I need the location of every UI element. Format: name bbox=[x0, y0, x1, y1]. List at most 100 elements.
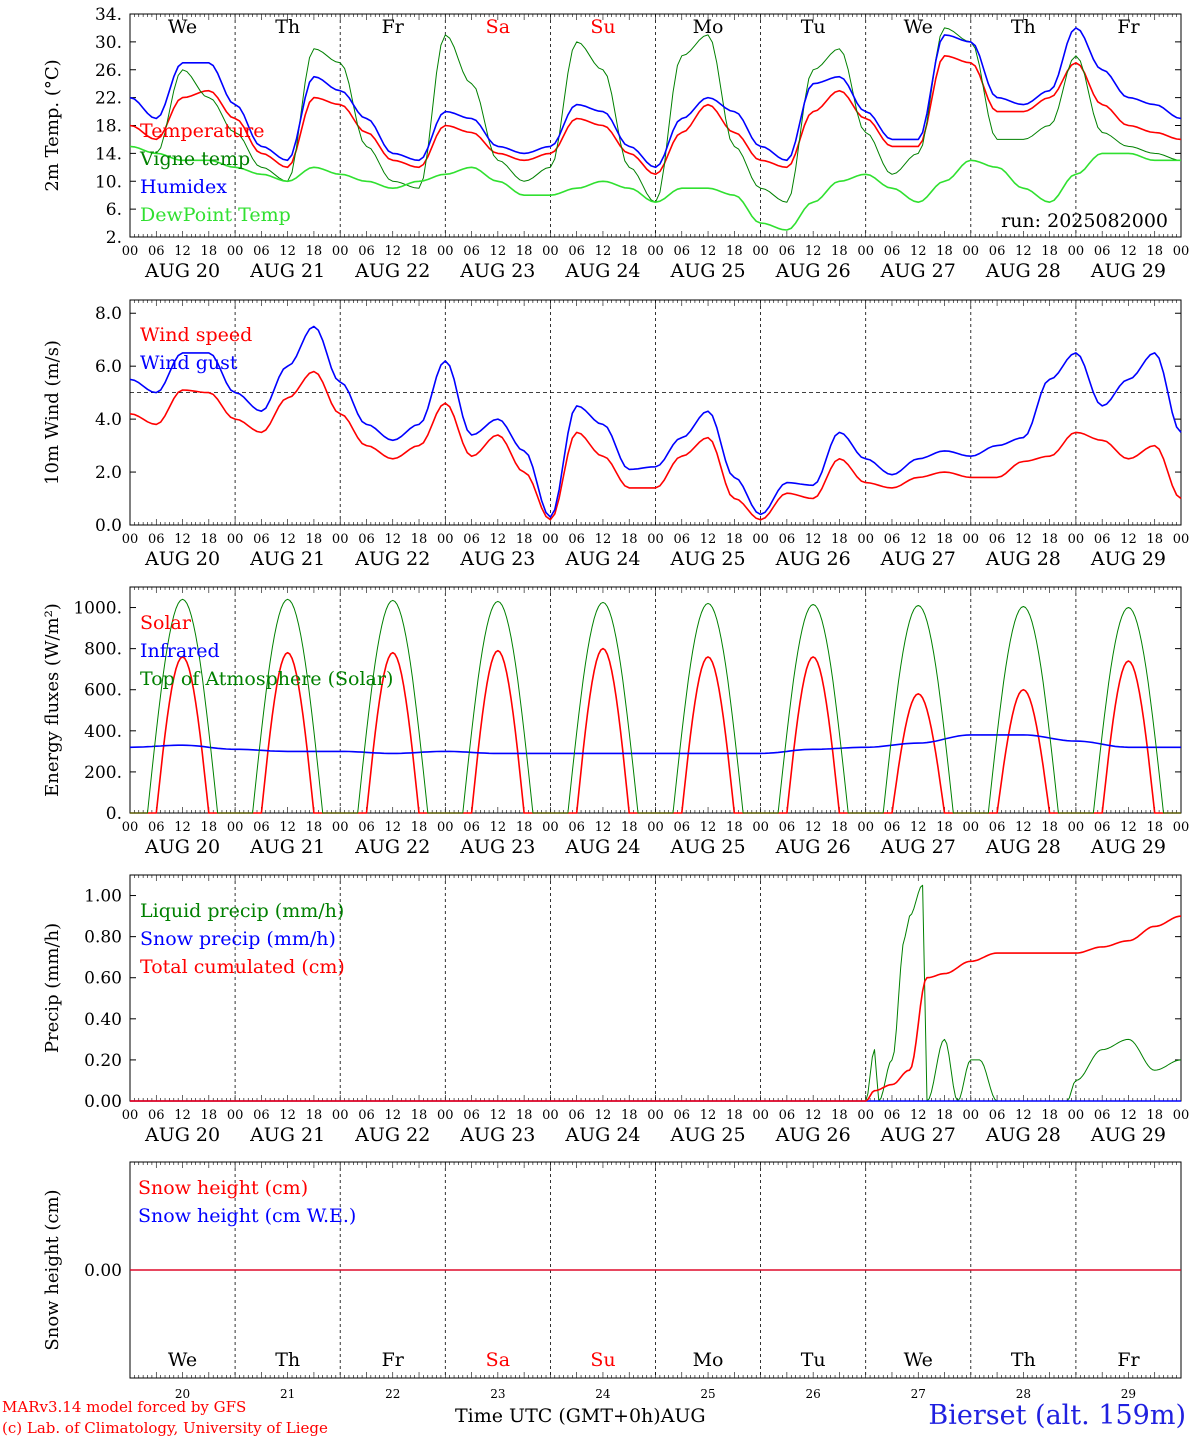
date-label: AUG 29 bbox=[1090, 548, 1166, 570]
hour-tick-label: 18 bbox=[621, 820, 638, 835]
hour-tick-label: 18 bbox=[1041, 244, 1058, 259]
hour-tick-label: 12 bbox=[1120, 532, 1137, 547]
y-axis-label: 10m Wind (m/s) bbox=[42, 340, 63, 485]
day-name: Th bbox=[1011, 16, 1036, 38]
day-number: 29 bbox=[1121, 1387, 1136, 1401]
day-name: Th bbox=[275, 16, 300, 38]
hour-tick-label: 00 bbox=[1173, 532, 1190, 547]
hour-tick-label: 18 bbox=[201, 532, 218, 547]
hour-tick-label: 00 bbox=[1068, 532, 1085, 547]
hour-tick-label: 00 bbox=[1173, 244, 1190, 259]
panel-2 bbox=[129, 299, 1182, 526]
hour-tick-label: 06 bbox=[148, 820, 165, 835]
date-label: AUG 28 bbox=[985, 836, 1061, 858]
hour-tick-label: 06 bbox=[1094, 244, 1111, 259]
model-credit: MARv3.14 model forced by GFS bbox=[2, 1398, 247, 1416]
hour-tick-label: 12 bbox=[805, 532, 822, 547]
hour-tick-label: 06 bbox=[568, 244, 585, 259]
time-label: Time UTC (GMT+0h) bbox=[455, 1405, 661, 1427]
hour-tick-label: 12 bbox=[279, 820, 296, 835]
y-tick-label: 200. bbox=[84, 763, 122, 783]
y-tick-label: 400. bbox=[84, 722, 122, 742]
month-label: AUG bbox=[660, 1405, 706, 1427]
hour-tick-label: 18 bbox=[411, 244, 428, 259]
hour-tick-label: 00 bbox=[752, 1108, 769, 1123]
day-number: 21 bbox=[280, 1387, 295, 1401]
hour-tick-label: 18 bbox=[306, 820, 323, 835]
time-axis-label: Time UTC (GMT+0h)AUG bbox=[455, 1405, 706, 1427]
panel-1 bbox=[129, 13, 1182, 238]
hour-tick-label: 12 bbox=[384, 820, 401, 835]
y-axis-2: 0.0 2.0 4.0 6.0 8.0 10m Wind (m/s) bbox=[42, 304, 1181, 536]
hour-tick-label: 06 bbox=[989, 820, 1006, 835]
day-name: Mo bbox=[693, 16, 724, 38]
y-tick-label: 4.0 bbox=[95, 410, 122, 430]
hour-tick-label: 06 bbox=[148, 244, 165, 259]
hour-tick-label: 12 bbox=[490, 1108, 507, 1123]
series-line bbox=[129, 370, 1182, 521]
hour-tick-label: 06 bbox=[674, 1108, 691, 1123]
date-label: AUG 21 bbox=[249, 260, 325, 282]
y-axis-3: 0. 200. 400. 600. 800. 1000. Energy fluxes (W/… bbox=[42, 599, 1181, 824]
hour-tick-label: 12 bbox=[700, 532, 717, 547]
day-name: Th bbox=[275, 1349, 300, 1371]
hour-tick-label: 06 bbox=[884, 1108, 901, 1123]
day-name: Fr bbox=[1117, 1349, 1140, 1371]
day-name: Th bbox=[1011, 1349, 1036, 1371]
hour-tick-label: 00 bbox=[437, 820, 454, 835]
hour-tick-label: 06 bbox=[884, 532, 901, 547]
day-names-top: We Th Fr Sa Su Mo Tu We Th Fr bbox=[168, 16, 1141, 38]
hour-tick-label: 18 bbox=[1041, 532, 1058, 547]
hour-tick-label: 12 bbox=[910, 244, 927, 259]
run-label: run: 2025082000 bbox=[1001, 210, 1168, 232]
y-tick-label: 2.0 bbox=[95, 463, 122, 483]
hour-tick-label: 06 bbox=[463, 1108, 480, 1123]
day-number: 28 bbox=[1016, 1387, 1031, 1401]
hour-tick-label: 06 bbox=[253, 820, 270, 835]
hour-tick-label: 18 bbox=[726, 820, 743, 835]
hour-tick-label: 06 bbox=[358, 820, 375, 835]
date-label: AUG 26 bbox=[775, 836, 851, 858]
hour-tick-label: 06 bbox=[779, 820, 796, 835]
day-names-bottom: We 20 Th 21 Fr 22 Sa 23 Su 24 Mo 25 Tu 26 We 27 Th 28 Fr 29 bbox=[168, 1349, 1141, 1401]
hour-tick-label: 06 bbox=[568, 532, 585, 547]
legend-entry: Total cumulated (cm) bbox=[140, 956, 345, 978]
day-name: Tu bbox=[801, 1349, 826, 1371]
hour-tick-label: 00 bbox=[647, 244, 664, 259]
date-label: AUG 29 bbox=[1090, 1124, 1166, 1146]
hour-tick-label: 12 bbox=[595, 1108, 612, 1123]
hour-tick-label: 00 bbox=[227, 820, 244, 835]
hour-tick-label: 00 bbox=[963, 1108, 980, 1123]
hour-tick-label: 00 bbox=[752, 244, 769, 259]
y-axis-label: 2m Temp. (°C) bbox=[42, 59, 63, 191]
hour-tick-label: 18 bbox=[1146, 532, 1163, 547]
hour-tick-label: 12 bbox=[595, 532, 612, 547]
hour-tick-label: 06 bbox=[358, 244, 375, 259]
hour-tick-label: 00 bbox=[1068, 820, 1085, 835]
hour-tick-label: 06 bbox=[989, 244, 1006, 259]
hour-tick-label: 18 bbox=[1146, 1108, 1163, 1123]
hour-tick-label: 06 bbox=[674, 532, 691, 547]
legend-3: Solar Infrared Top of Atmosphere (Solar) bbox=[140, 612, 393, 690]
hour-tick-label: 00 bbox=[122, 244, 139, 259]
hour-tick-label: 18 bbox=[1146, 244, 1163, 259]
y-tick-label: 1.00 bbox=[84, 887, 122, 907]
hour-tick-label: 12 bbox=[279, 244, 296, 259]
hour-tick-label: 00 bbox=[122, 1108, 139, 1123]
series-group-3 bbox=[129, 598, 1181, 814]
y-tick-label: 0.20 bbox=[84, 1051, 122, 1071]
hour-tick-label: 12 bbox=[910, 820, 927, 835]
day-name: We bbox=[904, 16, 933, 38]
hour-tick-label: 12 bbox=[1120, 1108, 1137, 1123]
day-name: Su bbox=[590, 16, 615, 38]
y-tick-label: 6.0 bbox=[95, 357, 122, 377]
hour-tick-label: 06 bbox=[989, 1108, 1006, 1123]
hour-tick-label: 00 bbox=[437, 244, 454, 259]
hour-tick-label: 00 bbox=[647, 532, 664, 547]
hour-tick-label: 18 bbox=[726, 1108, 743, 1123]
y-tick-label: 26. bbox=[95, 61, 122, 81]
hour-tick-label: 06 bbox=[1094, 820, 1111, 835]
